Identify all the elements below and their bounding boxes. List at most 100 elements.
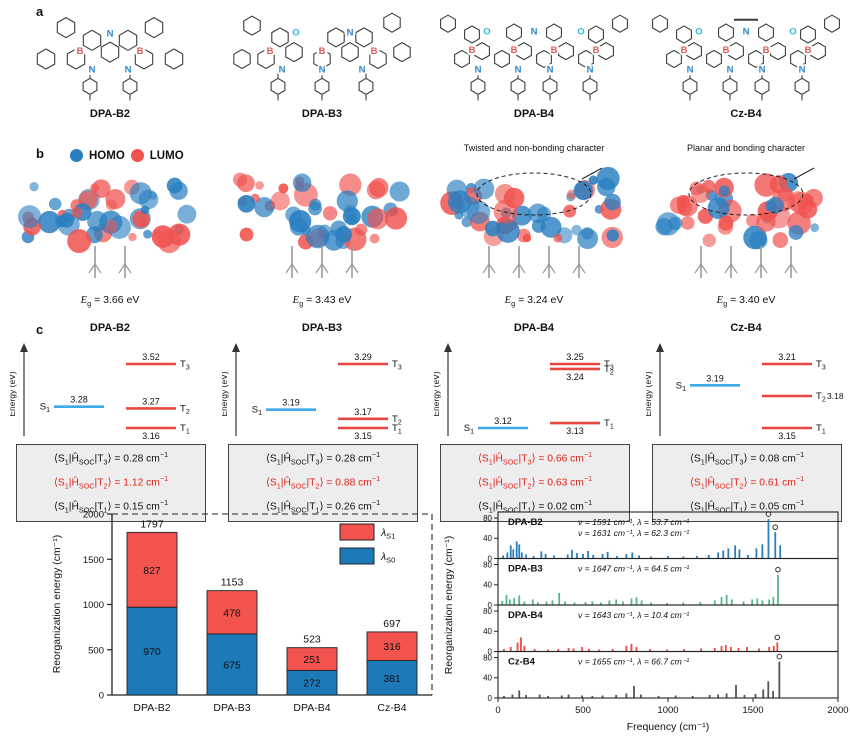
orbital-isosurface-svg [655,167,823,278]
spectrum-peak [625,645,628,652]
svg-text:S1: S1 [464,423,474,436]
svg-text:500: 500 [575,705,591,716]
svg-text:3.25: 3.25 [566,352,584,362]
spectrum-peak [538,694,541,698]
spectrum-peak [742,601,745,605]
orbital-isosurface-svg [17,177,197,278]
spectrum-peak [532,555,535,559]
spectrum-peak [509,646,512,652]
spectrum-peak [683,648,686,652]
spectrum-peak [767,681,770,698]
soc-row: ⟨S1|ĤSOC|T2⟩ = 0.63 cm−1 [477,473,593,491]
svg-text:T3: T3 [180,359,190,372]
svg-text:80: 80 [483,560,492,569]
svg-text:N: N [531,26,538,37]
svg-text:DPA-B2: DPA-B2 [133,702,170,714]
spectrum-peak [762,689,765,698]
svg-text:N: N [89,65,96,76]
svg-text:3.15: 3.15 [354,431,372,441]
spectrum-peak [713,647,716,652]
svg-text:3.28: 3.28 [70,395,88,405]
svg-text:O: O [292,27,299,38]
spectrum-peak [581,695,584,698]
svg-text:ν = 1643 cm⁻¹, λ = 10.4 cm⁻¹: ν = 1643 cm⁻¹, λ = 10.4 cm⁻¹ [578,610,689,620]
reorganization-bar-chart: 0 500 1000 1500 2000 Reorganization energy (c… [51,510,433,714]
svg-text:3.24: 3.24 [566,372,584,382]
homo-color-dot [70,149,83,162]
molecule-name: DPA-B2 [89,108,131,120]
svg-text:B: B [267,46,274,57]
bar-segment-s0 [366,660,418,696]
spectrum-peak [650,556,652,559]
spectrum-peak [657,695,660,698]
spectrum-peak [700,648,703,652]
spectrum-peak [631,552,634,559]
svg-text:N: N [547,65,554,76]
svg-text:3.27: 3.27 [142,396,160,406]
spectrum-peak [756,598,759,605]
soc-matrix-box: ⟨S1|ĤSOC|T3⟩ = 0.66 cm−1 ⟨S1|ĤSOC|T2⟩ = 0… [440,444,630,522]
spectrum-peak [747,554,749,559]
spectrum-peak [606,551,609,559]
spectrum-peak [649,648,652,652]
svg-text:N: N [475,65,482,76]
soc-matrix-box: ⟨S1|ĤSOC|T3⟩ = 0.08 cm−1 ⟨S1|ĤSOC|T2⟩ = 0… [652,444,842,522]
svg-text:B: B [469,45,476,56]
level-diagram: Energy (eV) S1 3.28 T1 3.16 T2 3.27 T3 3.52 ⟨S1|… [10,336,210,522]
svg-text:40: 40 [483,581,492,590]
orbital-block [222,166,422,290]
svg-text:Energy (eV): Energy (eV) [434,371,441,417]
spectrum-peak [639,694,642,698]
svg-text:3.29: 3.29 [354,352,372,362]
spectrum-peak [572,648,575,652]
svg-text:B: B [77,46,84,57]
spectrum-peak [682,556,685,559]
svg-text:3.15: 3.15 [778,431,796,441]
svg-text:ν = 1591 cm⁻¹, λ = 53.7 cm⁻¹: ν = 1591 cm⁻¹, λ = 53.7 cm⁻¹ [578,517,689,527]
spectrum-peak [778,661,781,698]
svg-text:B: B [593,45,600,56]
spectrum-peak [666,649,669,652]
svg-text:0: 0 [488,694,493,703]
spectrum-peak [630,643,633,652]
orbital-legend: HOMO LUMO [70,149,184,162]
svg-text:ν = 1655 cm⁻¹, λ = 66.7 cm⁻¹: ν = 1655 cm⁻¹, λ = 66.7 cm⁻¹ [578,657,689,667]
diagram-title: DPA-B3 [301,322,343,334]
spectrum-peak [682,602,685,605]
spectrum-peak [707,554,710,559]
spectrum-peak [730,646,732,652]
orbital-isosurface-svg [440,166,623,278]
spectrum-peak [501,600,504,605]
spectrum-peak [717,552,720,559]
svg-text:λS1: λS1 [380,527,395,541]
svg-text:2000: 2000 [83,510,104,521]
svg-text:970: 970 [143,646,161,658]
soc-row: ⟨S1|ĤSOC|T1⟩ = 0.15 cm−1 [53,497,169,515]
spectrum-peak [751,599,754,605]
svg-text:O: O [695,26,702,37]
spectrum-peak [630,598,633,605]
spectrum-peak [523,601,526,605]
spectrum-peak [724,644,727,652]
svg-text:0: 0 [488,601,493,610]
spectrum-peak [674,695,677,698]
spectrum-peak [503,695,505,698]
annotation-twisted: Twisted and non-bonding character [463,143,605,153]
spectrum-peak [515,541,518,559]
svg-text:S1: S1 [252,405,262,418]
svg-text:N: N [515,65,522,76]
svg-text:N: N [347,27,354,38]
level-diagram: Energy (eV) S1 3.19 T1 3.15 T2 3.18 T3 3.21 ⟨S1|… [646,336,846,522]
svg-text:T2: T2 [392,414,402,427]
svg-text:1000: 1000 [83,600,104,611]
svg-text:1797: 1797 [140,518,164,530]
panel-a-label: a [36,4,44,19]
spectrum-peak [755,548,758,559]
svg-text:N: N [799,65,806,76]
spectrum-peak [553,555,555,559]
